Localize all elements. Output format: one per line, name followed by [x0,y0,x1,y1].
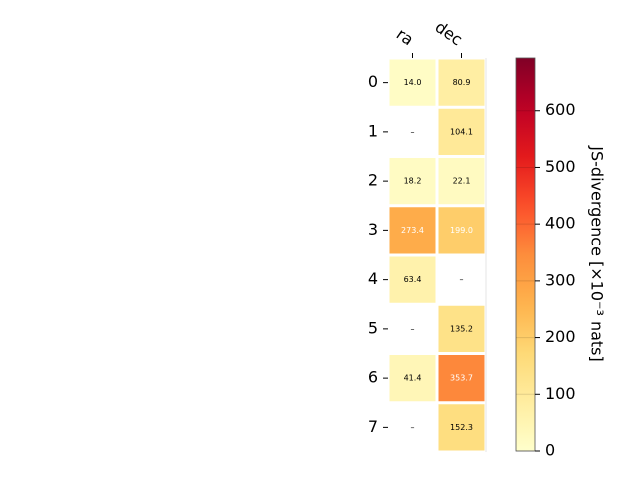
colorbar-tick-label: 400 [545,214,576,233]
cell-value-label: 152.3 [450,423,473,432]
cell-value-label: 104.1 [450,127,473,136]
colorbar-tick-label: 0 [545,441,555,460]
column-axis: ra dec [393,17,466,58]
row-label: 7 [368,417,378,436]
heatmap-cell [438,355,485,402]
cell-value-label: 18.2 [404,177,422,186]
column-label: ra [393,24,417,49]
cell-value-label: 199.0 [450,226,473,235]
cell-value-label: – [411,423,415,432]
cell-value-label: – [411,324,415,333]
colorbar-tick-label: 100 [545,384,576,403]
heatmap-cell [438,108,485,155]
cell-value-label: – [460,275,464,284]
heatmap-cell [389,207,436,254]
row-label: 4 [368,269,378,288]
heatmap-cell [438,59,485,106]
heatmap-cell [389,59,436,106]
row-label: 3 [368,220,378,239]
heatmap-cell-labels: 14.0 80.9 – 104.1 18.2 22.1 273.4 199.0 63.4 – – 13… [401,78,473,432]
cell-value-label: 80.9 [453,78,471,87]
cell-value-label: 22.1 [453,177,471,186]
cell-value-label: 41.4 [404,374,422,383]
cell-value-label: 14.0 [404,78,422,87]
colorbar-tick-label: 200 [545,327,576,346]
heatmap-cells [389,58,487,452]
heatmap-cell [438,207,485,254]
colorbar-tick-label: 300 [545,270,576,289]
cell-value-label: 63.4 [404,275,422,284]
cell-value-label: 273.4 [401,226,424,235]
heatmap-cell [438,305,485,352]
heatmap-cell [389,158,436,205]
row-label: 1 [368,121,378,140]
colorbar-tick-label: 600 [545,100,576,119]
cell-value-label: 353.7 [450,374,473,383]
row-axis: 0 1 2 3 4 5 6 7 [368,72,388,436]
cell-value-label: 135.2 [450,324,473,333]
colorbar-gradient [515,57,536,452]
column-label: dec [432,17,466,49]
cell-value-label: – [411,127,415,136]
row-label: 5 [368,318,378,337]
heatmap-cell [389,256,436,303]
colorbar-tick-label: 500 [545,157,576,176]
colorbar-label: JS-divergence [×10⁻³ nats] [588,145,607,361]
colorbar: 0 100 200 300 400 500 600 [515,57,576,460]
heatmap-cell [438,158,485,205]
heatmap-cell [389,355,436,402]
row-label: 0 [368,72,378,91]
row-label: 2 [368,171,378,190]
heatmap-cell [438,404,485,451]
row-label: 6 [368,368,378,387]
